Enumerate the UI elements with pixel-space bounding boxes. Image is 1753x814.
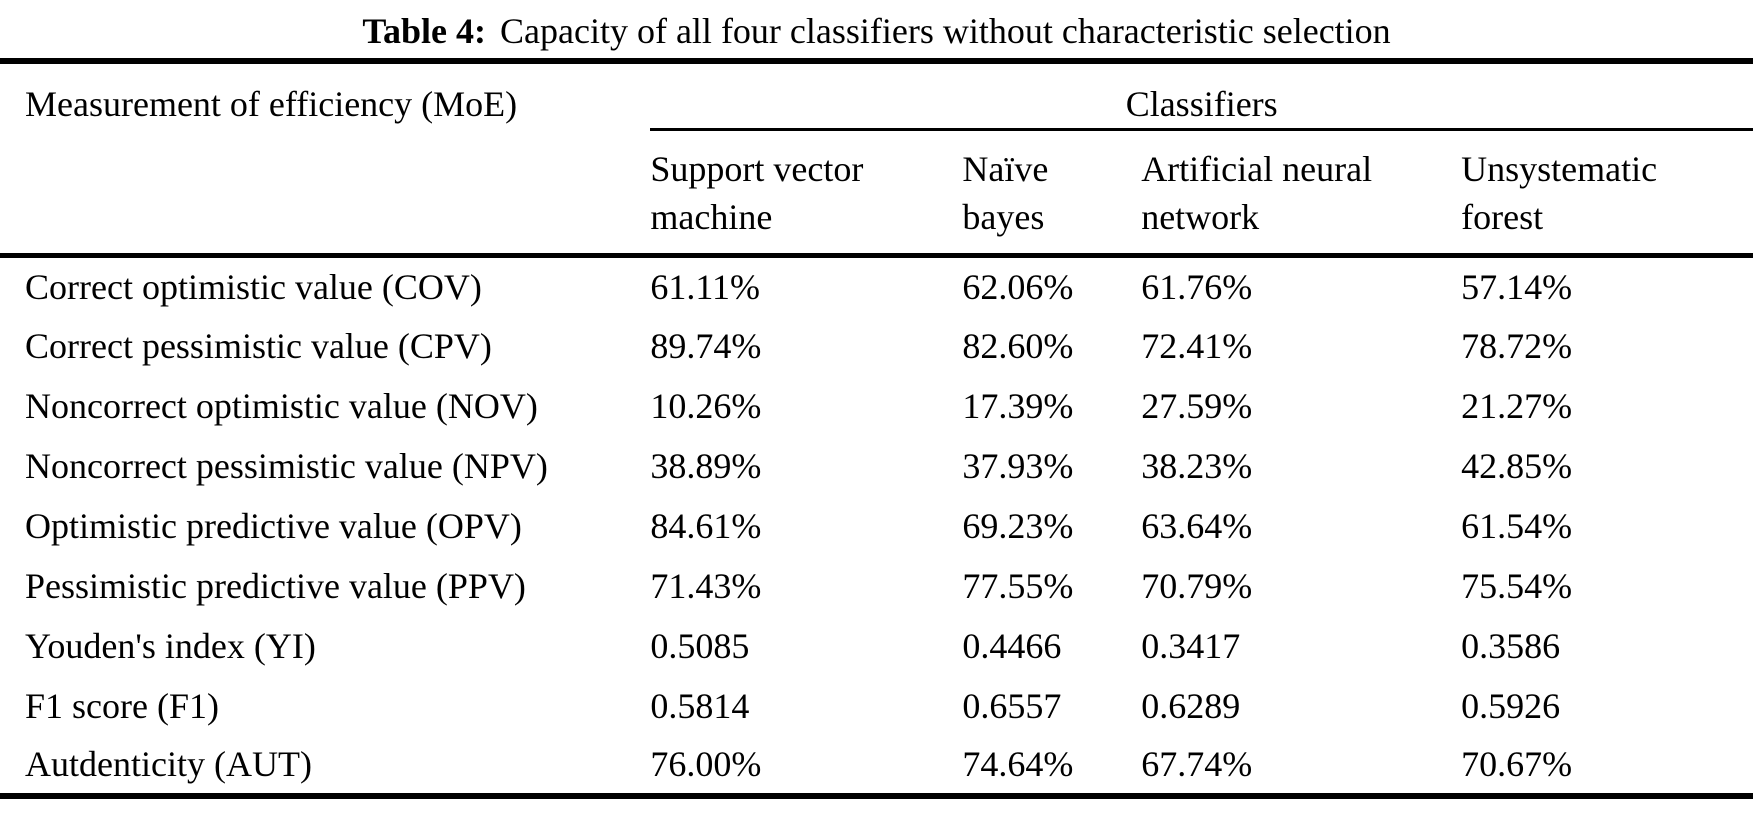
header-spacer-cell — [0, 129, 651, 258]
column-header-ann: Artificial neural network — [1141, 129, 1462, 258]
table-cell: 69.23% — [962, 505, 1074, 546]
table-cell: 0.5085 — [650, 625, 750, 666]
table-cell: 0.5814 — [650, 685, 750, 726]
header-row-columns: Support vector machine Naïve bayes Artif… — [0, 129, 1753, 258]
table-caption-label: Table 4: — [362, 11, 487, 51]
row-label: Noncorrect optimistic value (NOV) — [25, 385, 538, 426]
table-cell: 72.41% — [1141, 325, 1253, 366]
table-row: Noncorrect pessimistic value (NPV) 38.89… — [0, 436, 1753, 496]
table-cell: 76.00% — [650, 744, 762, 784]
table-row: Correct pessimistic value (CPV) 89.74% 8… — [0, 316, 1753, 376]
table-cell: 38.89% — [650, 445, 762, 486]
table-cell: 0.4466 — [962, 625, 1062, 666]
table-cell: 71.43% — [650, 565, 762, 606]
row-label: Noncorrect pessimistic value (NPV) — [25, 445, 548, 486]
table-cell: 0.6557 — [962, 685, 1062, 726]
classifier-capacity-table: Measurement of efficiency (MoE) Classifi… — [0, 58, 1753, 799]
table-cell: 62.06% — [962, 266, 1074, 307]
table-cell: 27.59% — [1141, 385, 1253, 426]
table-row: Youden's index (YI) 0.5085 0.4466 0.3417… — [0, 616, 1753, 676]
table-cell: 61.76% — [1141, 266, 1253, 307]
row-label: Correct pessimistic value (CPV) — [25, 325, 492, 366]
table-cell: 77.55% — [962, 565, 1074, 606]
table-row: Noncorrect optimistic value (NOV) 10.26%… — [0, 376, 1753, 436]
table-cell: 84.61% — [650, 505, 762, 546]
table-cell: 67.74% — [1141, 744, 1253, 784]
table-cell: 89.74% — [650, 325, 762, 366]
table-cell: 0.6289 — [1141, 685, 1241, 726]
table-cell: 0.3417 — [1141, 625, 1241, 666]
table-row: F1 score (F1) 0.5814 0.6557 0.6289 0.592… — [0, 676, 1753, 736]
table-cell: 0.5926 — [1461, 685, 1561, 726]
classifiers-group-header: Classifiers — [650, 61, 1753, 131]
table-caption-text: Capacity of all four classifiers without… — [500, 11, 1391, 51]
table-cell: 0.3586 — [1461, 625, 1561, 666]
table-cell: 70.67% — [1461, 744, 1573, 784]
table-row: Autdenticity (AUT) 76.00% 74.64% 67.74% … — [0, 736, 1753, 796]
table-row: Pessimistic predictive value (PPV) 71.43… — [0, 556, 1753, 616]
table-cell: 10.26% — [650, 385, 762, 426]
moe-column-header: Measurement of efficiency (MoE) — [25, 84, 518, 124]
table-cell: 75.54% — [1461, 565, 1573, 606]
table-cell: 61.11% — [650, 266, 761, 307]
table-cell: 17.39% — [962, 385, 1074, 426]
column-header-naive-bayes: Naïve bayes — [962, 129, 1142, 258]
row-label: Correct optimistic value (COV) — [25, 266, 482, 307]
row-label: Pessimistic predictive value (PPV) — [25, 565, 526, 606]
row-label: Autdenticity (AUT) — [25, 744, 312, 784]
row-label: F1 score (F1) — [25, 685, 219, 726]
table-cell: 21.27% — [1461, 385, 1573, 426]
table-cell: 37.93% — [962, 445, 1074, 486]
table-cell: 82.60% — [962, 325, 1074, 366]
row-label: Optimistic predictive value (OPV) — [25, 505, 522, 546]
table-cell: 78.72% — [1461, 325, 1573, 366]
table-cell: 57.14% — [1461, 266, 1573, 307]
table-cell: 63.64% — [1141, 505, 1253, 546]
table-cell: 42.85% — [1461, 445, 1573, 486]
table-row: Optimistic predictive value (OPV) 84.61%… — [0, 496, 1753, 556]
column-header-unsystematic-forest: Unsystematic forest — [1461, 129, 1753, 258]
header-row-group: Measurement of efficiency (MoE) Classifi… — [0, 61, 1753, 131]
column-header-svm: Support vector machine — [650, 129, 963, 258]
table-cell: 61.54% — [1461, 505, 1573, 546]
row-label: Youden's index (YI) — [25, 625, 316, 666]
table-row: Correct optimistic value (COV) 61.11% 62… — [0, 256, 1753, 316]
table-cell: 38.23% — [1141, 445, 1253, 486]
table-cell: 74.64% — [962, 744, 1074, 784]
table-cell: 70.79% — [1141, 565, 1253, 606]
table-caption: Table 4: Capacity of all four classifiers… — [0, 0, 1753, 58]
